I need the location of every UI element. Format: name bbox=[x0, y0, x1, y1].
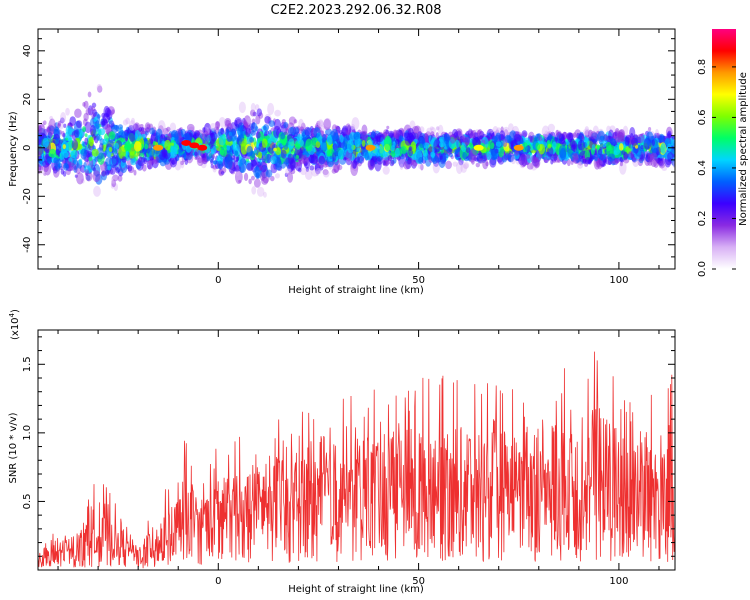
tick-label: 0.8 bbox=[697, 59, 708, 75]
tick-label: 1.0 bbox=[22, 425, 33, 441]
tick-label: 0.6 bbox=[697, 109, 708, 125]
spectrogram-hotspot bbox=[153, 144, 164, 151]
colorbar: 0.0 0.2 0.4 0.6 0.8 Normalized spectral ampl… bbox=[697, 29, 749, 277]
spectrogram-hotspot bbox=[473, 144, 484, 151]
colorbar-label: Normalized spectral amplitude bbox=[738, 72, 749, 226]
snr-frame bbox=[37, 329, 676, 571]
tick-label: 1.5 bbox=[22, 356, 33, 372]
tick-label: -40 bbox=[22, 237, 33, 253]
spectrogram-hotspot bbox=[181, 139, 192, 146]
spectrogram-ylabel: Frequency (Hz) bbox=[8, 111, 19, 187]
tick-label: -20 bbox=[22, 188, 33, 204]
tick-label: 0.0 bbox=[697, 261, 708, 277]
spectrogram-heatmap bbox=[38, 83, 675, 201]
snr-multiplier-exp: 4 bbox=[8, 312, 16, 317]
chart-title: C2E2.2023.292.06.32.R08 bbox=[270, 3, 441, 18]
snr-panel: 0 50 100 0.5 1.0 1.5 Height of straight line … bbox=[8, 309, 676, 595]
spectrogram-panel: 0 50 100 -40 -20 0 20 40 Height of straight lin… bbox=[8, 28, 676, 296]
spectrogram-ticks: 0 50 100 -40 -20 0 20 40 bbox=[22, 29, 675, 286]
tick-label: 0 bbox=[22, 145, 33, 151]
tick-label: 0.2 bbox=[697, 211, 708, 227]
spectrogram-hotspot bbox=[197, 144, 208, 151]
colorbar-gradient bbox=[712, 29, 736, 269]
spectrogram-hotspot bbox=[189, 142, 200, 149]
tick-label: 0 bbox=[215, 576, 221, 587]
snr-series-line bbox=[38, 351, 675, 569]
tick-label: 100 bbox=[609, 275, 628, 286]
snr-ylabel: SNR (10 * v/v) bbox=[8, 412, 19, 483]
tick-label: 50 bbox=[412, 576, 425, 587]
tick-label: 0.4 bbox=[697, 160, 708, 176]
snr-xlabel: Height of straight line (km) bbox=[288, 584, 424, 595]
svg-text:(x104): (x104) bbox=[8, 309, 21, 340]
spectrogram-xlabel: Height of straight line (km) bbox=[288, 285, 424, 296]
spectrogram-hotspot bbox=[513, 144, 524, 151]
snr-multiplier: (x104) bbox=[8, 309, 21, 340]
tick-label: 20 bbox=[22, 93, 33, 106]
tick-label: 0 bbox=[215, 275, 221, 286]
colorbar-ticks: 0.0 0.2 0.4 0.6 0.8 bbox=[697, 59, 736, 277]
snr-multiplier-close: ) bbox=[10, 309, 21, 313]
tick-label: 0.5 bbox=[22, 493, 33, 509]
snr-ticks: 0 50 100 0.5 1.0 1.5 bbox=[22, 330, 675, 587]
tick-label: 100 bbox=[609, 576, 628, 587]
tick-label: 50 bbox=[412, 275, 425, 286]
snr-multiplier-base: (x10 bbox=[10, 317, 21, 340]
tick-label: 40 bbox=[22, 44, 33, 57]
spectrogram-hotspot bbox=[365, 144, 376, 151]
spectrogram-frame bbox=[37, 28, 676, 270]
